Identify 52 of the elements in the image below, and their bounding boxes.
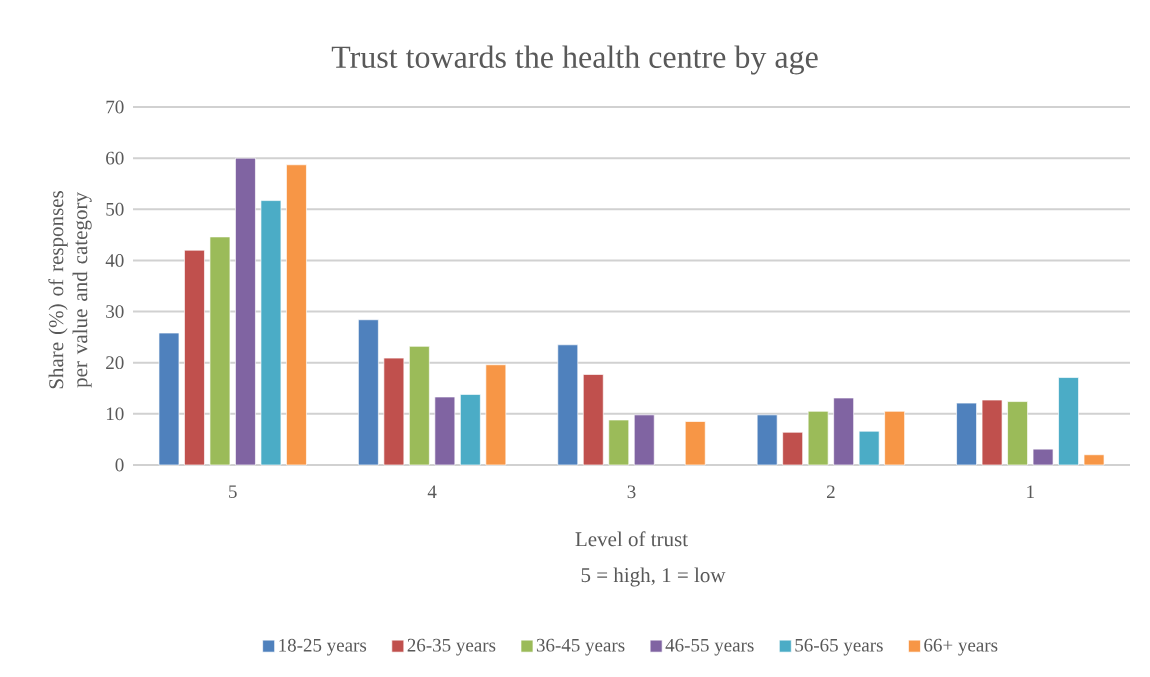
bar	[557, 344, 579, 466]
bar	[833, 397, 854, 466]
bar	[235, 157, 256, 466]
bar	[184, 249, 205, 466]
y-tick-label: 10	[106, 407, 124, 421]
text: 5 = high, 1 = low	[581, 567, 726, 587]
y-tick-label: 0	[115, 458, 124, 472]
bar	[782, 431, 804, 466]
bar	[485, 364, 507, 466]
bar	[409, 346, 430, 466]
legend-label: 46-55 years	[665, 638, 754, 656]
bar	[956, 402, 977, 466]
bar	[158, 332, 180, 466]
legend-label: 56-65 years	[795, 638, 883, 656]
y-tick-label: 40	[105, 254, 124, 267]
bar	[582, 374, 604, 466]
bar	[1058, 377, 1079, 466]
x-tick-label: 3	[627, 485, 636, 499]
legend-label: 26-35 years	[407, 638, 496, 656]
bar	[209, 236, 231, 466]
x-tick-label: 4	[427, 485, 437, 498]
bar	[260, 200, 282, 466]
bar	[383, 357, 405, 466]
bar	[858, 430, 880, 466]
x-tick-label: 2	[826, 485, 835, 498]
x-axis-title: Level of trust	[575, 531, 688, 547]
bar	[434, 396, 456, 466]
y-tick-label: 50	[106, 202, 124, 216]
bar	[608, 419, 630, 466]
y-tick-label: 30	[106, 305, 124, 318]
bar	[1083, 454, 1105, 466]
legend-label: 36-45 years	[536, 638, 625, 656]
bar	[807, 410, 829, 466]
bar	[358, 319, 379, 466]
bar	[286, 164, 307, 466]
bar	[1032, 448, 1054, 466]
bar	[884, 410, 905, 466]
bar	[981, 399, 1003, 466]
y-axis-title: Share (%) of responses per value and category	[48, 191, 92, 389]
y-tick-label: 20	[106, 356, 124, 370]
y-tick-label: 70	[106, 100, 124, 114]
bar	[1007, 401, 1028, 466]
y-tick-label: 60	[106, 151, 124, 165]
legend-label: 66+ years	[924, 638, 998, 656]
legend-label: 18-25 years	[279, 638, 367, 656]
x-tick-label: 1	[1027, 485, 1034, 498]
bar	[756, 414, 778, 466]
bar	[460, 394, 481, 466]
x-tick-label: 5	[229, 485, 237, 499]
bar	[684, 421, 706, 466]
chart-title: Trust towards the health centre by age	[331, 45, 818, 75]
bar	[633, 414, 655, 466]
